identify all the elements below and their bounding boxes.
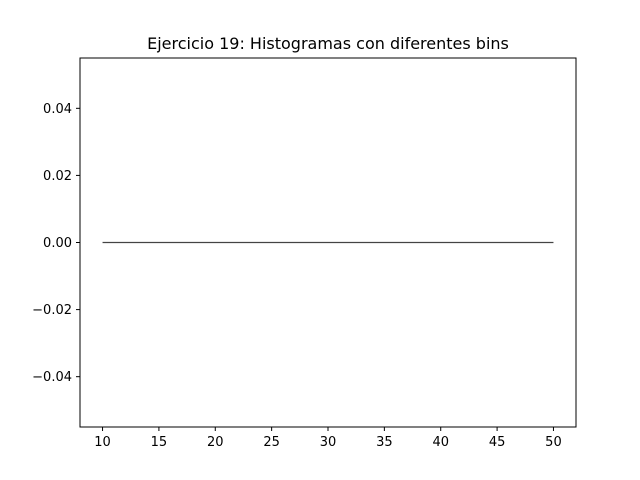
chart-title: Ejercicio 19: Histogramas con diferentes… xyxy=(147,34,509,53)
x-tick-label: 35 xyxy=(376,435,393,450)
x-tick-label: 15 xyxy=(151,435,168,450)
x-tick-label: 20 xyxy=(207,435,224,450)
y-tick-label: −0.02 xyxy=(32,303,72,318)
y-tick-label: −0.04 xyxy=(32,370,72,385)
x-tick-label: 40 xyxy=(432,435,449,450)
x-tick-label: 10 xyxy=(94,435,111,450)
y-axis: 0.04 0.02 0.00 −0.02 −0.04 xyxy=(32,102,80,385)
x-axis: 10 15 20 25 30 35 40 45 50 xyxy=(94,427,562,450)
x-tick-label: 30 xyxy=(320,435,337,450)
x-tick-label: 25 xyxy=(263,435,280,450)
x-tick-label: 45 xyxy=(489,435,506,450)
y-tick-label: 0.02 xyxy=(43,169,72,184)
y-tick-label: 0.04 xyxy=(43,102,72,117)
x-tick-label: 50 xyxy=(545,435,562,450)
y-tick-label: 0.00 xyxy=(43,236,72,251)
